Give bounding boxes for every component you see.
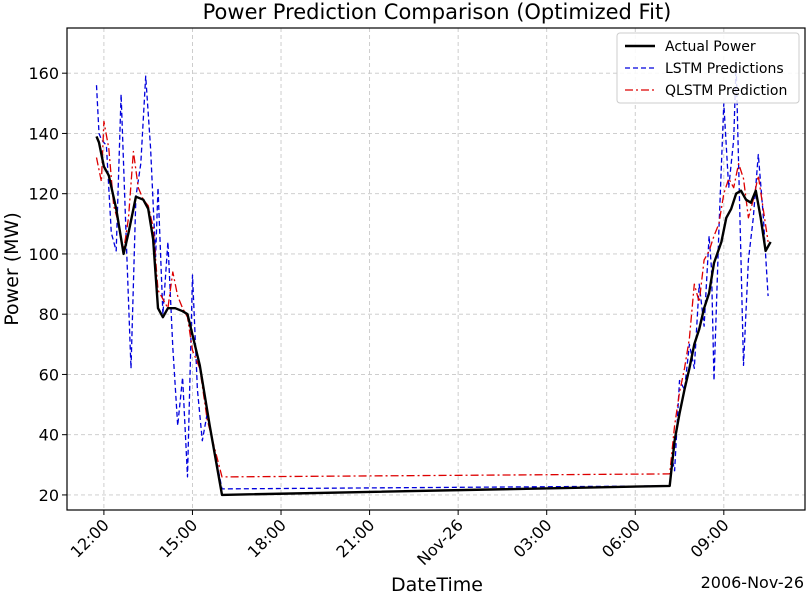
x-tick-label: 18:00 <box>244 515 290 561</box>
x-tick-label: Nov-26 <box>413 515 467 569</box>
chart-title: Power Prediction Comparison (Optimized F… <box>203 0 672 24</box>
series-line-lstm-predictions <box>95 63 769 490</box>
y-axis-label: Power (MW) <box>1 212 23 326</box>
legend-box <box>616 32 800 104</box>
y-tick-label: 40 <box>39 426 59 445</box>
y-tick-label: 80 <box>39 305 59 324</box>
legend-label-actual-power: Actual Power <box>665 39 756 55</box>
x-axis-offset-label: 2006-Nov-26 <box>701 573 804 592</box>
x-tick-label: 21:00 <box>332 515 378 561</box>
series-line-qlstm-prediction <box>95 120 769 478</box>
x-tick-label: 09:00 <box>687 515 733 561</box>
legend-label-qlstm-prediction: QLSTM Prediction <box>665 83 787 99</box>
y-tick-label: 120 <box>28 185 59 204</box>
x-axis-ticks: 12:00 15:00 18:00 21:00 Nov-26 03:00 06:00 09:0… <box>67 510 733 569</box>
legend-label-lstm-predictions: LSTM Predictions <box>665 61 784 77</box>
series-lines <box>95 63 772 497</box>
y-tick-label: 60 <box>39 365 59 384</box>
x-tick-label: 06:00 <box>598 515 644 561</box>
y-tick-label: 100 <box>28 245 59 264</box>
y-axis-ticks: 20 40 60 80 100 120 140 160 <box>28 64 67 505</box>
y-tick-label: 20 <box>39 486 59 505</box>
x-tick-label: 03:00 <box>509 515 555 561</box>
x-axis-label: DateTime <box>391 574 483 594</box>
x-tick-label: 15:00 <box>155 515 201 561</box>
series-line-actual-power <box>95 135 772 497</box>
plot-frame <box>66 27 806 511</box>
legend: Actual Power LSTM Predictions QLSTM Pred… <box>616 32 800 104</box>
y-tick-label: 140 <box>28 124 59 143</box>
y-tick-label: 160 <box>28 64 59 83</box>
x-tick-label: 12:00 <box>67 515 113 561</box>
